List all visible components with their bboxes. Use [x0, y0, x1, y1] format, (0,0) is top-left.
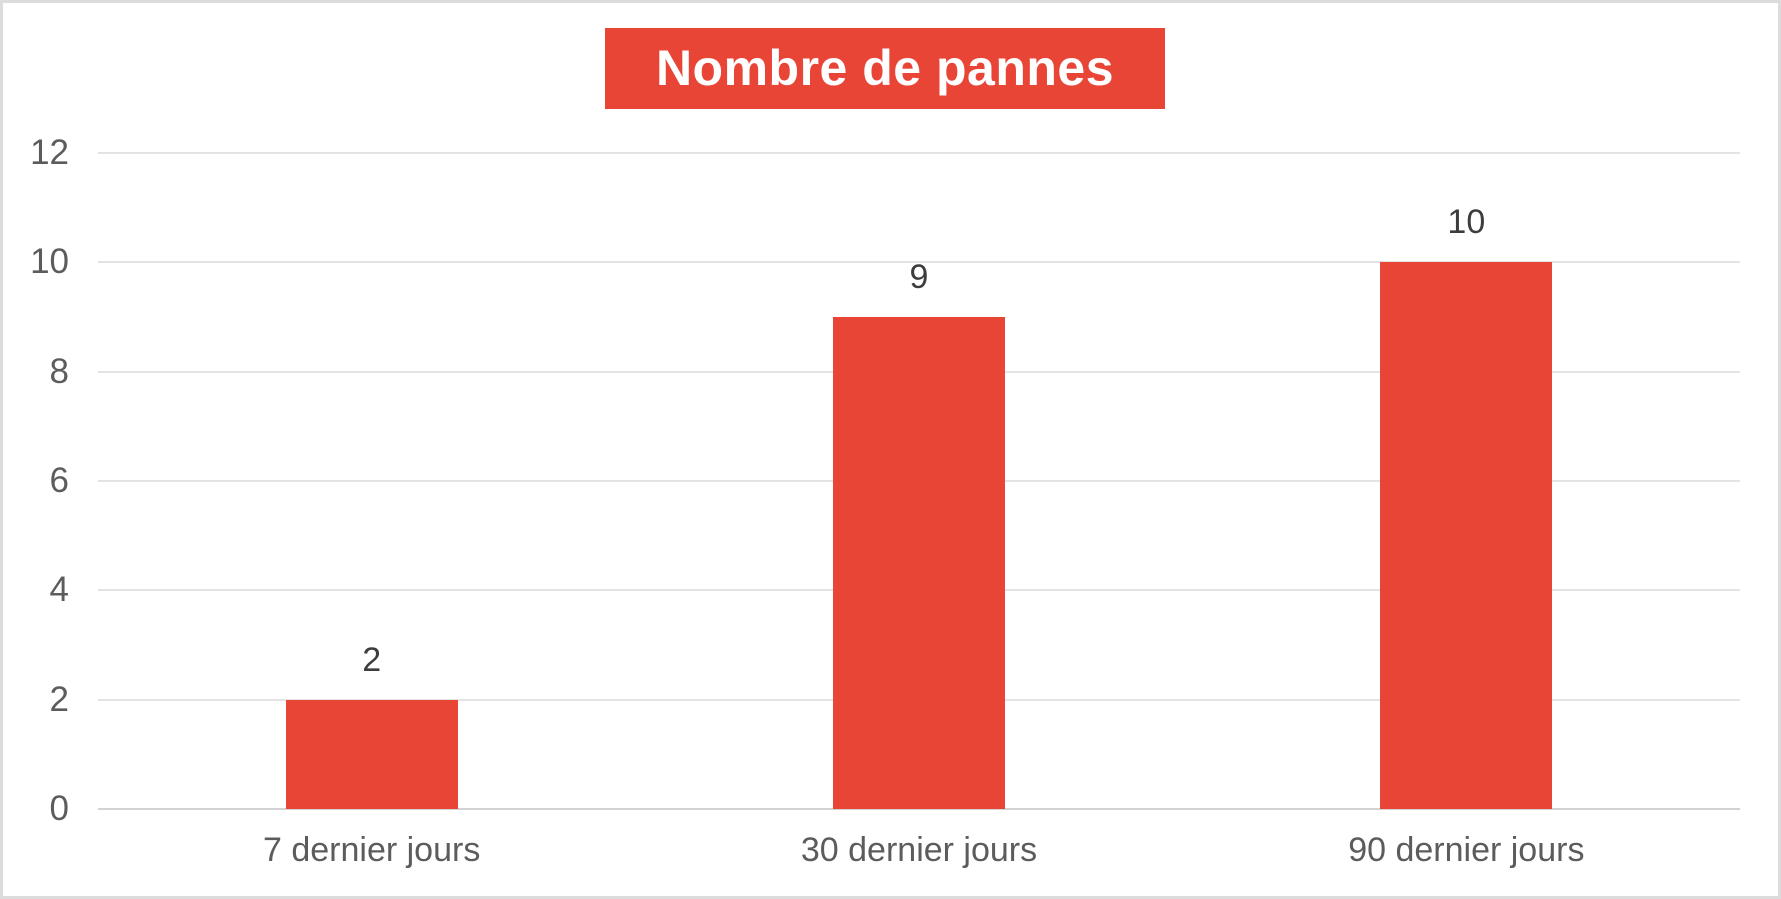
y-tick-label: 2	[49, 679, 69, 719]
y-tick-label: 6	[49, 461, 69, 500]
x-category-label: 30 dernier jours	[800, 831, 1038, 869]
y-tick-label: 8	[49, 351, 69, 391]
bar-value-label: 2	[362, 640, 382, 679]
bar-value-label: 10	[1447, 203, 1486, 242]
bar-value-label: 9	[909, 258, 929, 296]
x-axis-line	[98, 808, 1740, 810]
y-tick-label: 4	[49, 570, 69, 610]
bar	[1380, 262, 1553, 809]
plot-area: 0 2 4 6 8 10 12 2 7 dernier jours 9 30 dernier jou…	[3, 3, 1778, 896]
chart-title: Nombre de pannes	[605, 28, 1165, 109]
y-tick-label: 0	[49, 789, 69, 828]
y-tick-label: 10	[30, 242, 69, 282]
gridline	[98, 261, 1740, 264]
x-category-label: 7 dernier jours	[262, 831, 481, 869]
x-category-label: 90 dernier jours	[1348, 831, 1585, 869]
bar	[833, 317, 1005, 809]
bar	[285, 699, 458, 809]
y-tick-label: 12	[30, 133, 69, 172]
gridline	[98, 152, 1740, 154]
